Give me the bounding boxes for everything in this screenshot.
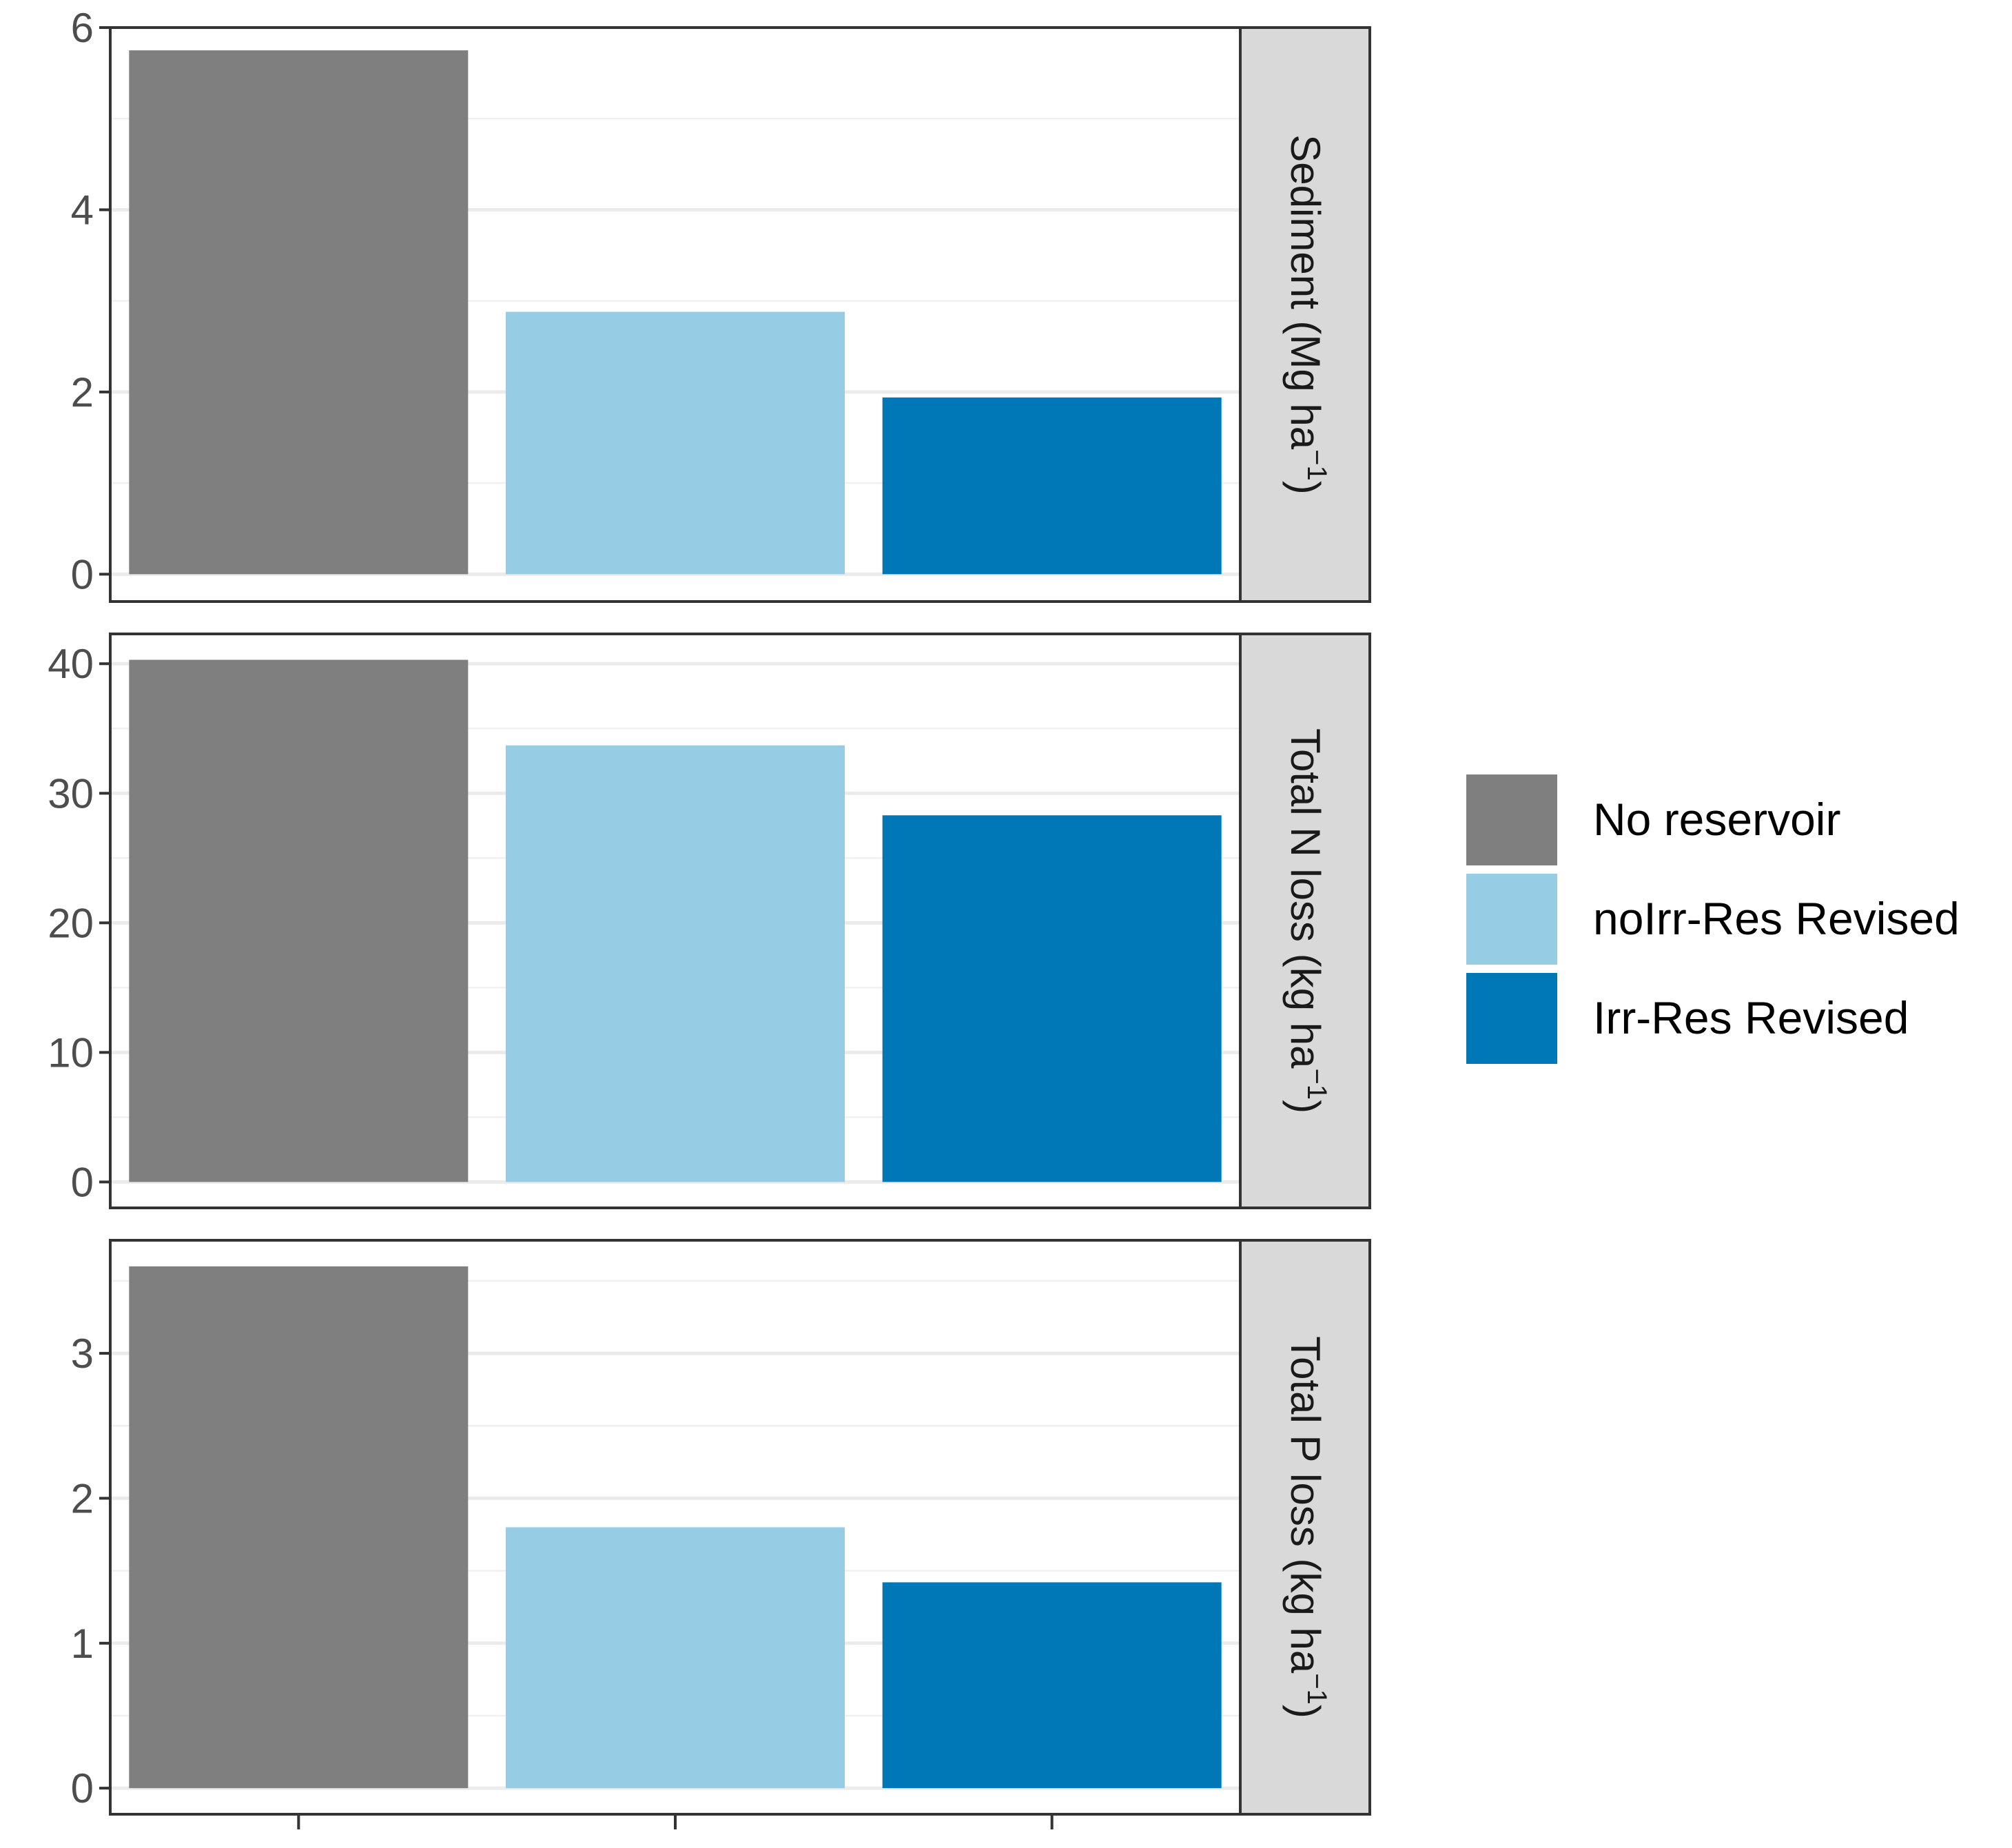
y-tick-label: 6 — [71, 5, 94, 51]
facet-panel-3: 0 1 2 3 Total P loss (kg ha−1) — [71, 1239, 1371, 1816]
y-tick-label: 2 — [71, 1475, 94, 1521]
y-tick-label: 2 — [71, 369, 94, 415]
facet-panel-1: 0 2 4 6 Sediment (Mg ha−1) — [71, 5, 1371, 603]
y-tick-label: 0 — [71, 551, 94, 597]
y-tick-label: 10 — [48, 1029, 94, 1076]
legend-key-1 — [1466, 774, 1557, 865]
y-tick-label: 20 — [48, 900, 94, 946]
legend: No reservoir noIrr-Res Revised Irr-Res Rev… — [1466, 774, 1960, 1064]
facet-panel-2: 0 10 20 30 40 Total N loss (kg ha−1) — [48, 633, 1371, 1209]
y-tick-label: 30 — [48, 770, 94, 817]
legend-label: noIrr-Res Revised — [1593, 893, 1960, 944]
bar-3-1 — [129, 1266, 469, 1789]
bar-1-3 — [882, 397, 1222, 575]
facet-strip — [1239, 1239, 1371, 1816]
bar-3-3 — [882, 1582, 1222, 1789]
facet-strip — [1239, 26, 1371, 603]
y-tick-label: 40 — [48, 641, 94, 687]
bar-2-2 — [506, 745, 845, 1182]
legend-label: Irr-Res Revised — [1593, 992, 1909, 1043]
bar-2-3 — [882, 815, 1222, 1182]
facet-strip-label: Total P loss (kg ha−1) — [1282, 1336, 1332, 1718]
y-tick-label: 1 — [71, 1621, 94, 1667]
facet-strip-label: Total N loss (kg ha−1) — [1282, 728, 1332, 1113]
y-tick-label: 4 — [71, 187, 94, 233]
y-tick-label: 0 — [71, 1159, 94, 1205]
bar-3-2 — [506, 1527, 845, 1789]
y-tick-label: 3 — [71, 1331, 94, 1377]
legend-key-2 — [1466, 874, 1557, 965]
y-tick-label: 0 — [71, 1765, 94, 1811]
bar-1-1 — [129, 50, 469, 575]
facet-strip-label: Sediment (Mg ha−1) — [1282, 134, 1332, 494]
facet-strip — [1239, 633, 1371, 1209]
legend-label: No reservoir — [1593, 794, 1840, 845]
legend-key-3 — [1466, 973, 1557, 1064]
bar-1-2 — [506, 311, 845, 575]
bar-2-1 — [129, 659, 469, 1182]
